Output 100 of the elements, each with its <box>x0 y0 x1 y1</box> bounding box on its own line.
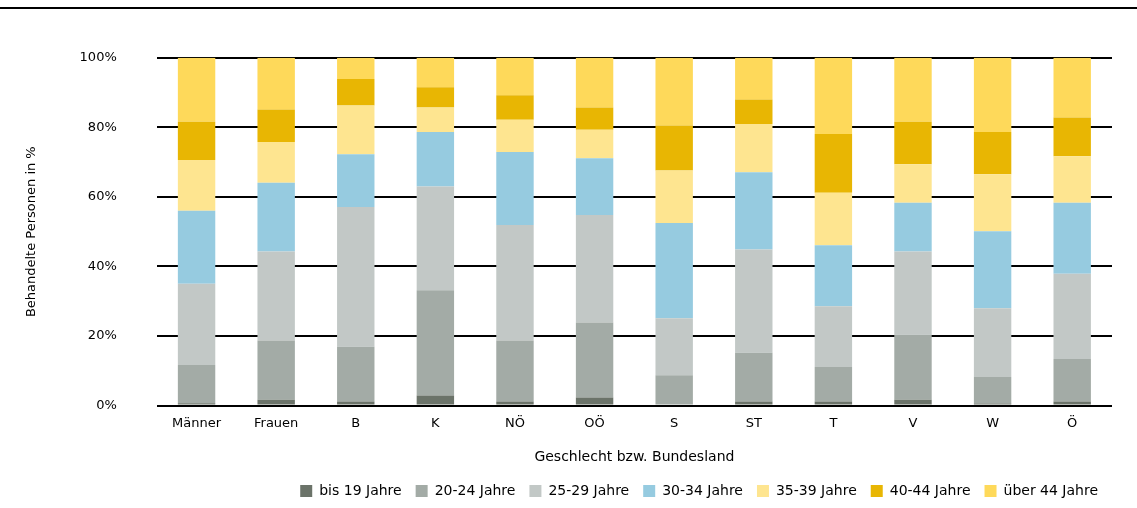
bar <box>257 57 295 110</box>
bar <box>814 401 853 405</box>
bar <box>973 131 1012 175</box>
x-axis-title: Geschlecht bzw. Bundesland <box>534 448 735 465</box>
legend-label: 25-29 Jahre <box>548 481 630 498</box>
legend-label: 40-44 Jahre <box>889 481 971 498</box>
bar <box>416 395 455 405</box>
bar <box>575 57 614 108</box>
bar <box>416 87 455 108</box>
bar <box>973 308 1012 378</box>
y-tick-label: 100% <box>79 49 117 65</box>
bar <box>496 152 534 226</box>
bar <box>416 290 455 396</box>
legend-label: über 44 Jahre <box>1003 481 1099 498</box>
bar <box>894 121 932 165</box>
legend-label: 35-39 Jahre <box>775 481 857 498</box>
legend-label: bis 19 Jahre <box>319 481 402 498</box>
bar <box>814 133 853 193</box>
bar <box>177 57 216 122</box>
bar <box>575 129 614 159</box>
bar <box>655 57 693 126</box>
x-tick-label: Ö <box>1067 413 1078 430</box>
bar <box>1053 57 1091 118</box>
bar <box>575 322 614 398</box>
bar <box>1053 401 1091 405</box>
bar <box>894 399 932 405</box>
bar <box>416 131 455 187</box>
legend-label: 30-34 Jahre <box>662 481 743 498</box>
bar <box>496 401 534 405</box>
x-tick-label: K <box>431 414 441 430</box>
x-tick-label: ST <box>745 414 762 430</box>
y-tick-label: 80% <box>87 118 117 134</box>
bar <box>735 352 773 402</box>
bar <box>735 401 773 405</box>
bar <box>814 245 853 307</box>
bar <box>735 123 773 173</box>
x-tick-label: Frauen <box>254 414 299 430</box>
bar <box>735 99 773 124</box>
bar <box>814 366 853 402</box>
bar <box>177 210 216 284</box>
bar <box>894 202 932 252</box>
bar <box>575 107 614 130</box>
x-tick-label: V <box>908 414 918 430</box>
bar <box>337 207 375 347</box>
bar <box>177 283 216 365</box>
y-tick-label: 0% <box>96 396 117 412</box>
bar <box>575 397 614 405</box>
bar <box>337 105 375 155</box>
bar <box>655 223 693 319</box>
bar <box>894 57 932 122</box>
bar <box>177 160 216 211</box>
bar <box>735 57 773 100</box>
bar <box>416 107 455 132</box>
bar <box>257 182 295 252</box>
bar <box>416 57 455 88</box>
x-tick-label: NÖ <box>504 413 525 430</box>
bar <box>257 141 295 183</box>
x-tick-label: OÖ <box>584 413 605 430</box>
bar <box>1053 156 1091 203</box>
legend-label: 20-24 Jahre <box>434 481 516 498</box>
bar <box>814 57 853 134</box>
bar <box>496 119 534 153</box>
bar <box>1053 273 1091 359</box>
bar <box>496 340 534 402</box>
x-tick-label: W <box>986 414 1000 430</box>
bar <box>337 57 375 80</box>
bar <box>337 401 375 405</box>
bar <box>973 57 1012 132</box>
bar <box>655 375 693 405</box>
bar <box>496 95 534 120</box>
x-tick-label: B <box>351 414 361 430</box>
bar <box>416 186 455 291</box>
bar <box>257 340 295 400</box>
bar <box>894 334 932 400</box>
bar <box>894 164 932 203</box>
bar <box>1053 359 1091 402</box>
bar <box>257 109 295 142</box>
bar <box>177 121 216 161</box>
y-tick-label: 40% <box>87 257 117 273</box>
bar <box>257 251 295 341</box>
bar <box>735 249 773 353</box>
bar <box>177 364 216 404</box>
bar <box>337 79 375 106</box>
bar <box>735 172 773 250</box>
bar <box>496 225 534 341</box>
x-tick-label: T <box>828 414 838 430</box>
bar <box>257 399 295 405</box>
bar <box>496 57 534 96</box>
x-tick-label: S <box>670 414 679 430</box>
bar <box>337 154 375 208</box>
bar <box>1053 202 1091 274</box>
bar <box>575 215 614 323</box>
bar <box>655 125 693 171</box>
bar <box>814 306 853 367</box>
bar <box>894 251 932 335</box>
bar <box>575 158 614 216</box>
bar <box>337 346 375 402</box>
bar <box>973 174 1012 232</box>
bar <box>814 192 853 246</box>
y-tick-label: 20% <box>87 327 117 343</box>
